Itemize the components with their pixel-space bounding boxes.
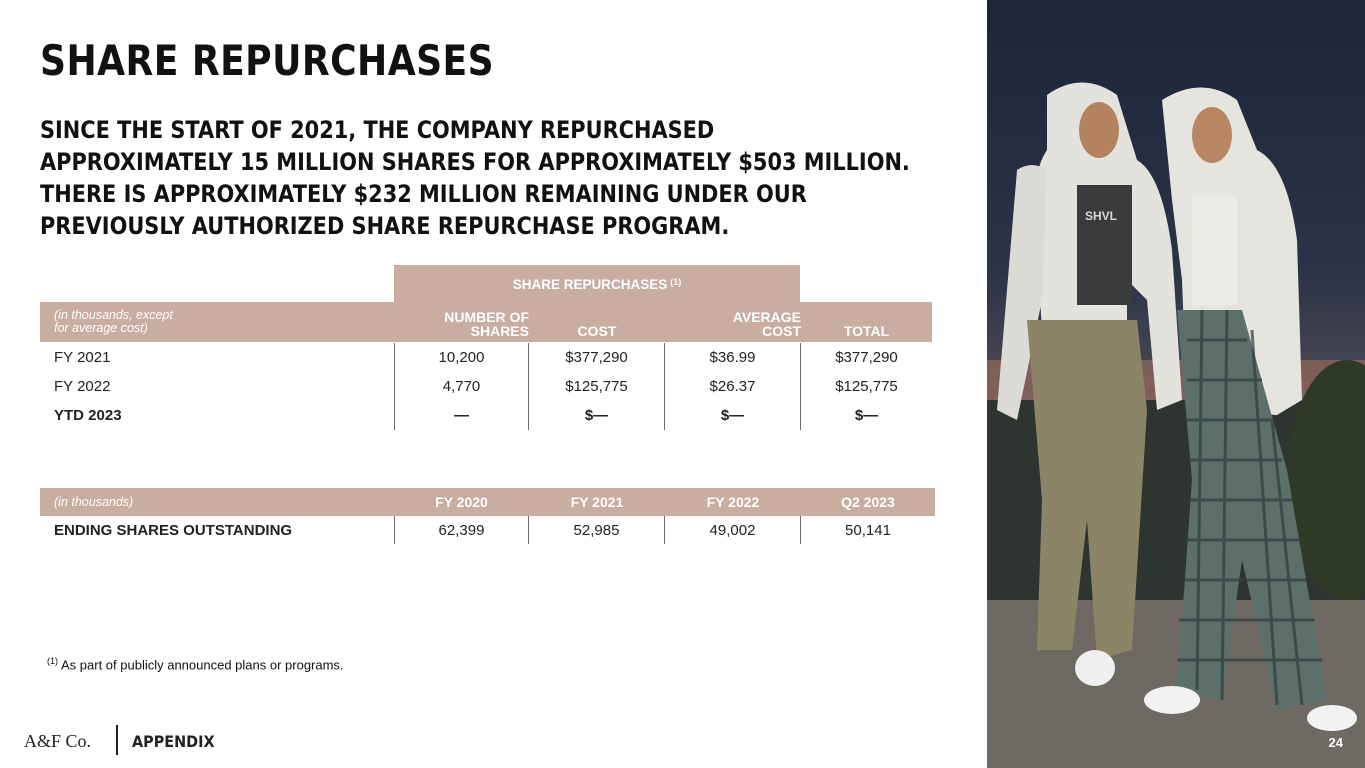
cost-cell: $125,775 xyxy=(529,372,665,401)
label-column-header: (in thousands, except for average cost) xyxy=(40,302,394,342)
row-label: ENDING SHARES OUTSTANDING xyxy=(40,516,395,544)
average-cost-cell: $— xyxy=(665,401,801,430)
table-header-row: (in thousands) FY 2020 FY 2021 FY 2022 Q… xyxy=(40,488,935,516)
value-cell: 52,985 xyxy=(529,516,665,544)
table-row: FY 2021 10,200 $377,290 $36.99 $377,290 xyxy=(40,343,932,372)
footnote: (1) As part of publicly announced plans o… xyxy=(47,656,344,672)
group-header-label: SHARE REPURCHASES xyxy=(512,276,668,292)
average-cost-column-header: AVERAGE COST xyxy=(665,302,801,342)
page-number: 24 xyxy=(1328,735,1343,750)
footnote-mark: (1) xyxy=(47,656,58,666)
table-header-row: (in thousands, except for average cost) … xyxy=(40,302,932,342)
footnote-text: As part of publicly announced plans or p… xyxy=(61,657,344,673)
cost-cell: $377,290 xyxy=(529,343,665,372)
shirt-print: SHVL xyxy=(1085,209,1117,223)
page-title: SHARE REPURCHASES xyxy=(40,36,495,85)
subtitle-line: SINCE THE START OF 2021, THE COMPANY REP… xyxy=(40,116,715,144)
shares-column-header: NUMBER OF SHARES xyxy=(394,302,529,342)
footnote-ref: (1) xyxy=(670,277,682,287)
section-label: APPENDIX xyxy=(132,732,215,751)
cost-cell: $— xyxy=(529,401,665,430)
value-cell: 49,002 xyxy=(665,516,801,544)
row-label: FY 2021 xyxy=(40,343,395,372)
shares-cell: 4,770 xyxy=(395,372,529,401)
total-cell: $377,290 xyxy=(835,349,898,366)
total-cell: $— xyxy=(854,407,879,424)
photo-illustration: SHVL xyxy=(987,82,1365,768)
header-line: SHARES xyxy=(470,323,529,339)
row-label: FY 2022 xyxy=(40,372,395,401)
total-column-header: TOTAL xyxy=(843,323,890,339)
subtitle-line: PREVIOUSLY AUTHORIZED SHARE REPURCHASE P… xyxy=(40,212,730,240)
fy2020-column-header: FY 2020 xyxy=(435,494,488,510)
shares-cell: 10,200 xyxy=(395,343,529,372)
subtitle-line: APPROXIMATELY 15 MILLION SHARES FOR APPR… xyxy=(40,148,910,176)
average-cost-cell: $36.99 xyxy=(665,343,801,372)
header-line: AVERAGE xyxy=(732,309,801,325)
fy2021-column-header: FY 2021 xyxy=(570,494,624,510)
table-row: FY 2022 4,770 $125,775 $26.37 $125,775 xyxy=(40,372,932,401)
table-row: YTD 2023 — $— $— $— xyxy=(40,401,932,430)
row-label: YTD 2023 xyxy=(40,401,395,430)
company-logo: A&F Co. xyxy=(24,731,92,751)
table-group-header: SHARE REPURCHASES (1) xyxy=(394,265,800,303)
page-subtitle: SINCE THE START OF 2021, THE COMPANY REP… xyxy=(40,114,954,242)
shares-cell: — xyxy=(395,401,529,430)
subtitle-line: THERE IS APPROXIMATELY $232 MILLION REMA… xyxy=(40,180,807,208)
table-row: ENDING SHARES OUTSTANDING 62,399 52,985 … xyxy=(40,516,935,544)
header-line: for average cost) xyxy=(54,321,148,335)
value-cell: 62,399 xyxy=(395,516,529,544)
fy2022-column-header: FY 2022 xyxy=(706,494,760,510)
q22023-column-header: Q2 2023 xyxy=(841,494,895,510)
models-photo: SHVL 24 xyxy=(987,0,1365,768)
average-cost-cell: $26.37 xyxy=(665,372,801,401)
header-line: COST xyxy=(762,323,801,339)
label-column-header: (in thousands) xyxy=(54,494,134,509)
share-repurchases-table: SHARE REPURCHASES (1) (in thousands, exc… xyxy=(40,265,932,431)
total-cell: $125,775 xyxy=(835,378,898,395)
header-line: NUMBER OF xyxy=(444,309,529,325)
cost-column-header: COST xyxy=(577,323,617,339)
value-cell: 50,141 xyxy=(845,521,891,539)
footer-divider xyxy=(116,725,118,755)
header-line: (in thousands, except xyxy=(54,308,173,322)
shares-outstanding-table: (in thousands) FY 2020 FY 2021 FY 2022 Q… xyxy=(40,488,935,544)
